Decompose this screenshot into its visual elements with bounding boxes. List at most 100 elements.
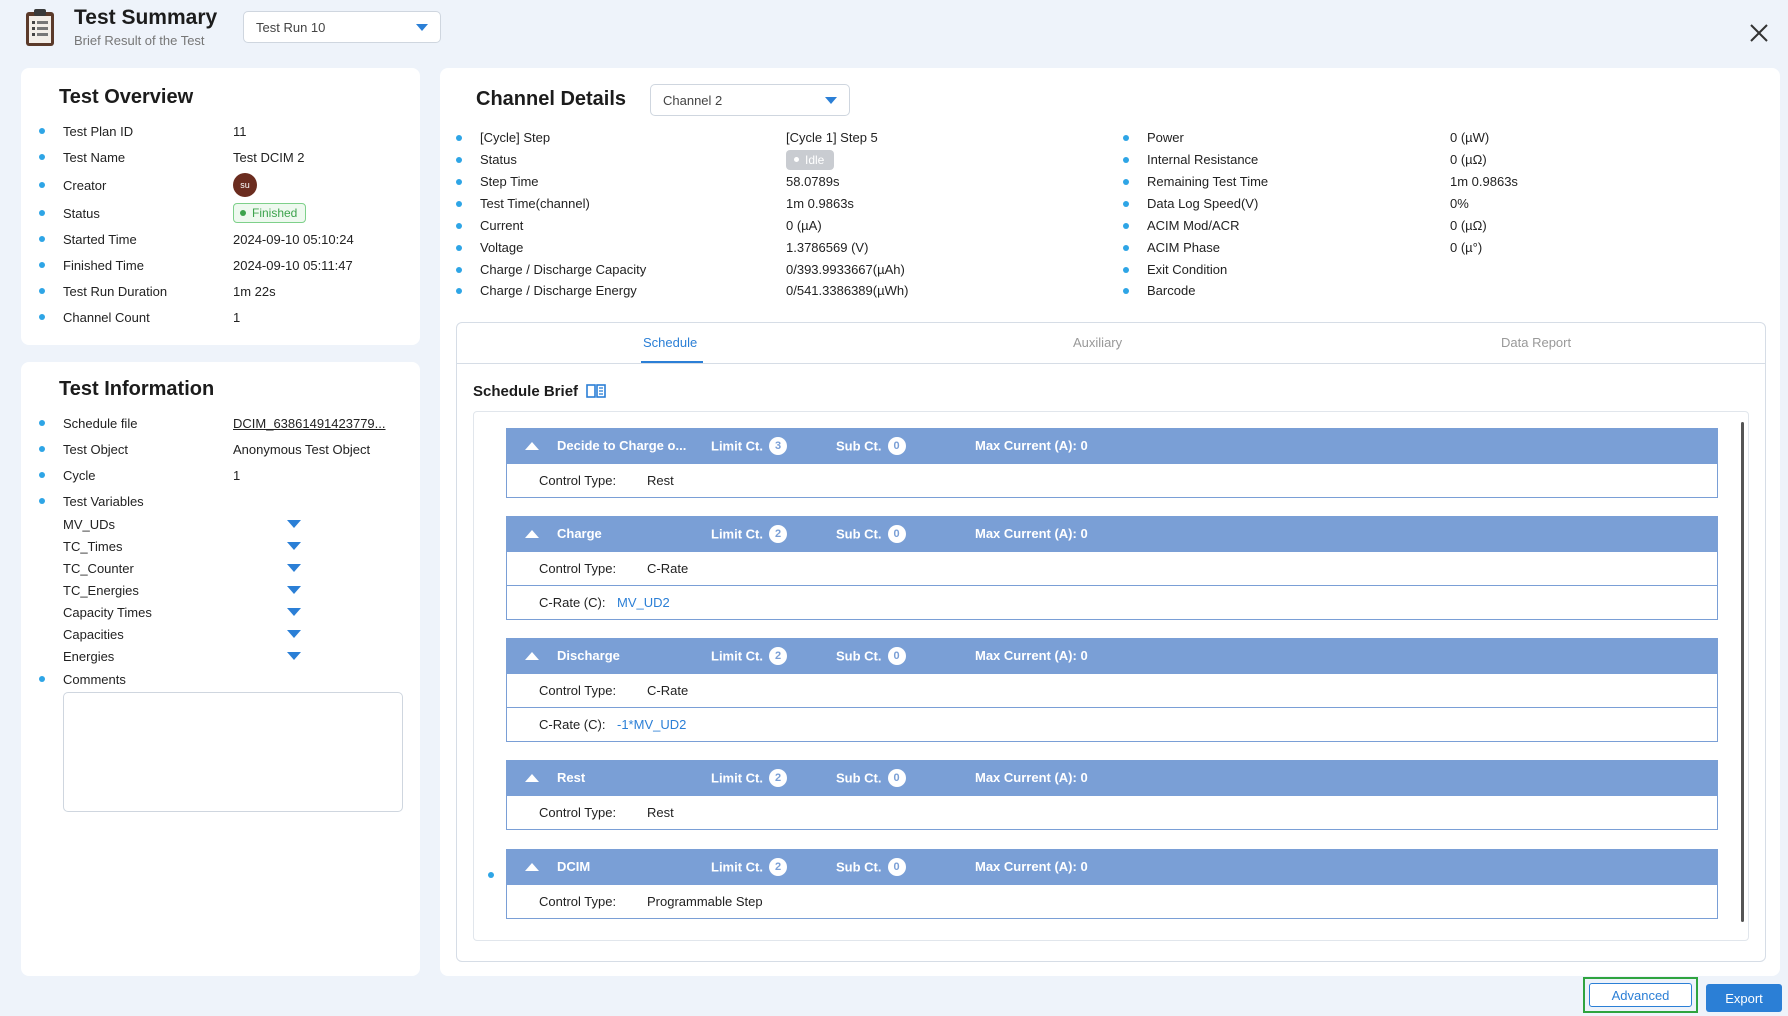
overview-row-creator: Creator su: [21, 172, 420, 198]
chevron-down-icon[interactable]: [287, 542, 301, 550]
control-type-value: Rest: [647, 805, 674, 820]
chevron-up-icon[interactable]: [525, 774, 539, 782]
bullet-icon: [39, 210, 45, 216]
bullet-icon: [1123, 200, 1129, 207]
variable-row[interactable]: TC_Times: [63, 536, 303, 556]
step-detail-row: Control Type: Rest: [507, 795, 1717, 829]
export-button[interactable]: Export: [1706, 984, 1782, 1012]
limit-label: Limit Ct.: [711, 526, 763, 542]
chevron-up-icon[interactable]: [525, 530, 539, 538]
bullet-icon: [456, 156, 462, 163]
overview-key: Creator: [63, 177, 107, 193]
chevron-up-icon[interactable]: [525, 652, 539, 660]
variable-label: Energies: [63, 648, 115, 664]
channel-select-value: Channel 2: [663, 92, 723, 108]
step-sub: Sub Ct. 0: [836, 769, 906, 788]
test-overview-card: Test Overview Test Plan ID 11 Test Name …: [21, 68, 420, 345]
overview-key: Started Time: [63, 231, 137, 247]
tab-schedule[interactable]: Schedule: [643, 335, 698, 350]
step-header[interactable]: Decide to Charge o... Limit Ct. 3 Sub Ct.…: [507, 429, 1717, 463]
overview-key: Test Name: [63, 149, 126, 165]
step-header[interactable]: DCIM Limit Ct. 2 Sub Ct. 0 Max Current (A)…: [507, 850, 1717, 884]
close-icon[interactable]: [1748, 22, 1770, 44]
overview-row-finished: Finished Time 2024-09-10 05:11:47: [21, 254, 420, 276]
variable-row[interactable]: TC_Counter: [63, 558, 303, 578]
schedule-step: Rest Limit Ct. 2 Sub Ct. 0 Max Current (A)…: [506, 760, 1718, 830]
test-information-title: Test Information: [59, 378, 215, 400]
step-limit: Limit Ct. 2: [711, 525, 787, 544]
chevron-down-icon[interactable]: [287, 586, 301, 594]
channel-key: Remaining Test Time: [1147, 174, 1269, 189]
channel-select[interactable]: Channel 2: [650, 84, 850, 116]
comments-field[interactable]: [63, 692, 403, 812]
chevron-down-icon[interactable]: [287, 630, 301, 638]
status-dot-icon: [240, 210, 246, 216]
step-header[interactable]: Rest Limit Ct. 2 Sub Ct. 0 Max Current (A)…: [507, 761, 1717, 795]
overview-key: Test Run Duration: [63, 283, 168, 299]
chevron-down-icon[interactable]: [287, 652, 301, 660]
channel-value: 0%: [1450, 196, 1469, 211]
variable-row[interactable]: MV_UDs: [63, 514, 303, 534]
variable-row[interactable]: Capacities: [63, 624, 303, 644]
avatar[interactable]: su: [233, 173, 257, 197]
step-detail-row: Control Type: C-Rate: [507, 673, 1717, 707]
step-header[interactable]: Charge Limit Ct. 2 Sub Ct. 0 Max Current (…: [507, 517, 1717, 551]
channel-key: Data Log Speed(V): [1147, 196, 1259, 211]
bullet-icon: [456, 287, 462, 294]
info-value: 1: [233, 467, 241, 483]
step-header[interactable]: Discharge Limit Ct. 2 Sub Ct. 0 Max Curren…: [507, 639, 1717, 673]
schedule-file-link[interactable]: DCIM_63861491423779...: [233, 415, 386, 431]
bullet-icon: [456, 266, 462, 273]
advanced-button[interactable]: Advanced: [1589, 983, 1692, 1007]
channel-key: Status: [480, 152, 517, 167]
variable-row[interactable]: Capacity Times: [63, 602, 303, 622]
tab-divider: [457, 363, 1765, 364]
chevron-up-icon[interactable]: [525, 863, 539, 871]
bullet-icon: [456, 178, 462, 185]
scrollbar[interactable]: [1741, 422, 1744, 922]
bullet-icon: [1123, 287, 1129, 294]
bullet-icon: [456, 200, 462, 207]
control-type-value: Programmable Step: [647, 894, 763, 909]
channel-row: Step Time 58.0789s: [456, 171, 1016, 192]
limit-label: Limit Ct.: [711, 438, 763, 454]
control-type-label: Control Type:: [539, 683, 617, 698]
step-limit: Limit Ct. 2: [711, 647, 787, 666]
tab-data-report[interactable]: Data Report: [1501, 335, 1572, 350]
channel-value: 1m 0.9863s: [786, 196, 854, 211]
bullet-icon: [1123, 266, 1129, 273]
channel-row: ACIM Mod/ACR 0 (µΩ): [1123, 215, 1683, 236]
channel-row: Status Idle: [456, 148, 1016, 171]
chevron-up-icon[interactable]: [525, 442, 539, 450]
channel-row: Current 0 (µA): [456, 215, 1016, 236]
schedule-brief-title: Schedule Brief: [473, 383, 606, 400]
sub-count-badge: 0: [887, 858, 906, 876]
bullet-icon: [39, 420, 45, 426]
channel-row: Remaining Test Time 1m 0.9863s: [1123, 171, 1683, 192]
bullet-icon: [456, 134, 462, 141]
channel-details-title: Channel Details: [476, 88, 627, 110]
overview-row-status: Status Finished: [21, 200, 420, 226]
variable-row[interactable]: Energies: [63, 646, 303, 666]
overview-value: 2024-09-10 05:11:47: [233, 257, 353, 273]
c-rate-link[interactable]: MV_UD2: [617, 595, 670, 610]
tab-auxiliary[interactable]: Auxiliary: [1073, 335, 1123, 350]
advanced-button-highlight: Advanced: [1583, 977, 1698, 1013]
chevron-down-icon[interactable]: [287, 564, 301, 572]
bullet-icon: [39, 154, 45, 160]
chevron-down-icon[interactable]: [287, 520, 301, 528]
schedule-step: Decide to Charge o... Limit Ct. 3 Sub Ct.…: [506, 428, 1718, 498]
chevron-down-icon[interactable]: [287, 608, 301, 616]
test-object-link[interactable]: Anonymous Test Object: [233, 441, 371, 457]
channel-key: Step Time: [480, 174, 539, 189]
test-run-select[interactable]: Test Run 10: [243, 11, 441, 43]
book-open-icon[interactable]: [586, 383, 606, 400]
info-key: Comments: [63, 671, 126, 687]
control-type-value: C-Rate: [647, 683, 689, 698]
max-current: Max Current (A): 0: [975, 648, 1088, 663]
channel-value: 0 (µW): [1450, 130, 1490, 145]
step-name: Charge: [557, 526, 602, 541]
schedule-step: DCIM Limit Ct. 2 Sub Ct. 0 Max Current (A)…: [506, 849, 1718, 919]
c-rate-link[interactable]: -1*MV_UD2: [617, 717, 687, 732]
variable-row[interactable]: TC_Energies: [63, 580, 303, 600]
